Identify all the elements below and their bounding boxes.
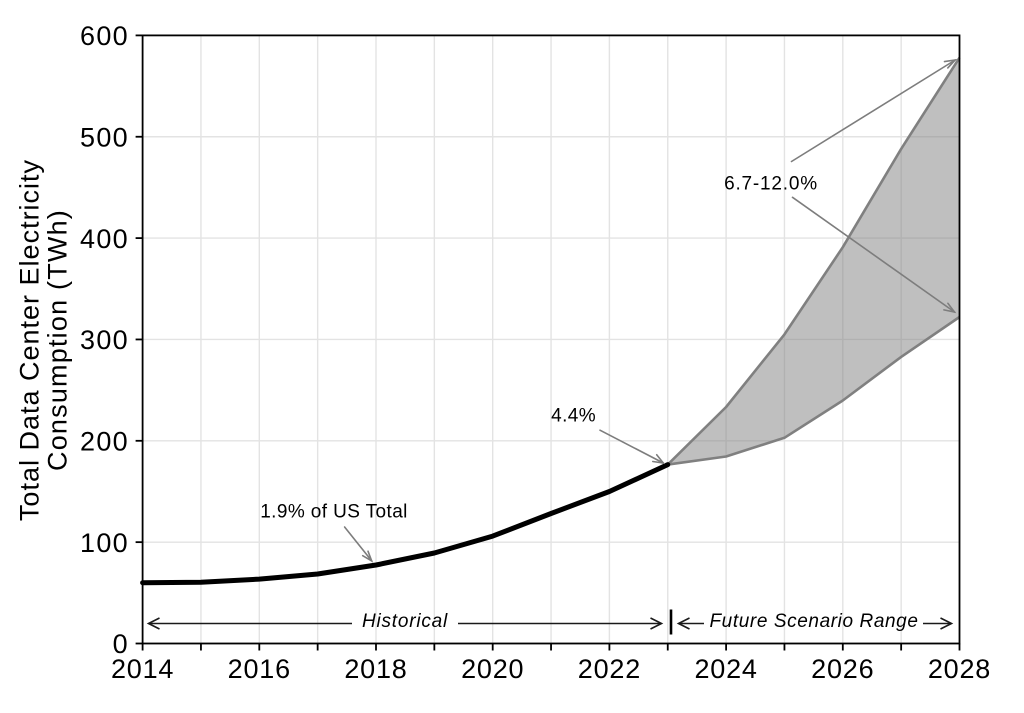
svg-text:100: 100: [80, 528, 129, 558]
svg-text:2022: 2022: [578, 654, 641, 684]
svg-text:500: 500: [80, 122, 129, 152]
svg-text:400: 400: [80, 224, 129, 254]
svg-text:0: 0: [113, 629, 129, 659]
svg-text:Historical: Historical: [362, 611, 448, 632]
svg-text:300: 300: [80, 325, 129, 355]
svg-text:6.7-12.0%: 6.7-12.0%: [724, 174, 818, 195]
svg-text:2018: 2018: [344, 654, 407, 684]
svg-text:2020: 2020: [461, 654, 524, 684]
svg-text:4.4%: 4.4%: [551, 406, 596, 427]
svg-text:2028: 2028: [928, 654, 991, 684]
svg-text:Consumption (TWh): Consumption (TWh): [43, 209, 73, 471]
svg-text:2016: 2016: [228, 654, 291, 684]
svg-text:Future Scenario Range: Future Scenario Range: [709, 611, 918, 632]
svg-text:200: 200: [80, 427, 129, 457]
svg-text:2024: 2024: [694, 654, 757, 684]
svg-text:2014: 2014: [111, 654, 174, 684]
svg-text:Total Data Center Electricity: Total Data Center Electricity: [15, 159, 45, 521]
svg-text:2026: 2026: [811, 654, 874, 684]
svg-text:600: 600: [80, 21, 129, 51]
svg-text:1.9% of US Total: 1.9% of US Total: [260, 502, 408, 523]
